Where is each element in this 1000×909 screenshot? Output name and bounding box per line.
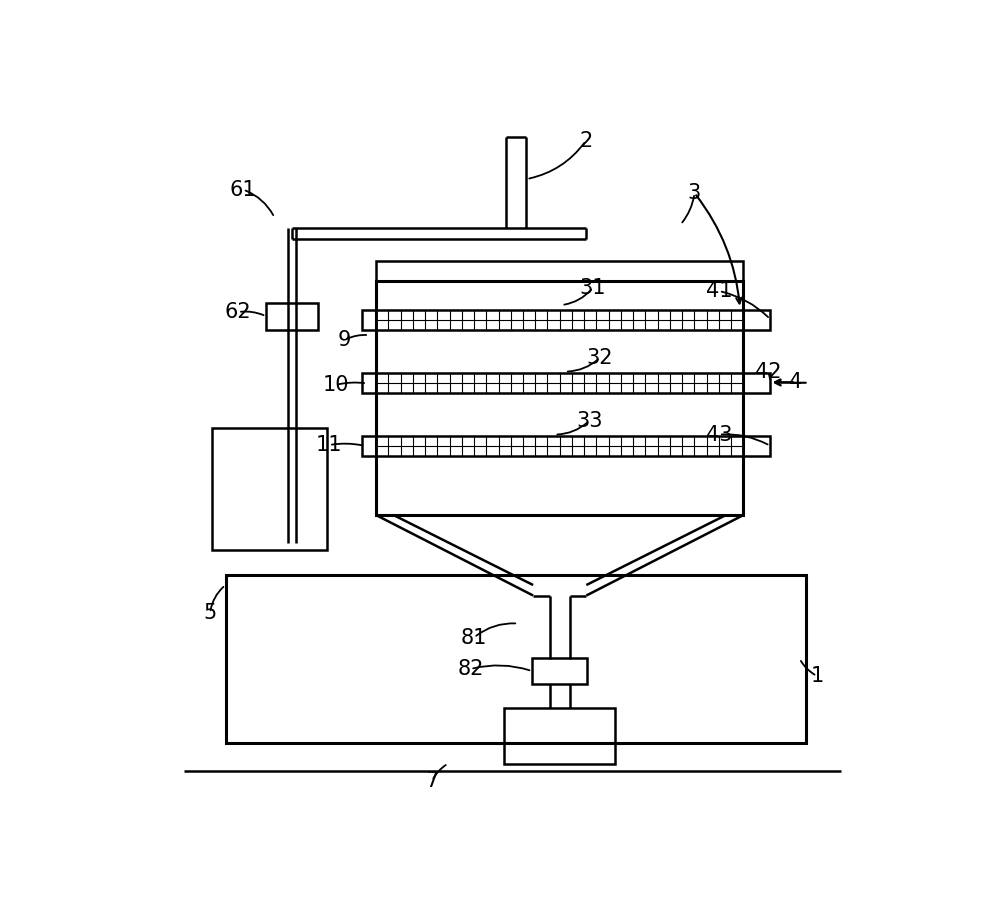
Bar [504, 707, 615, 764]
Text: 31: 31 [580, 277, 606, 297]
Text: 33: 33 [576, 411, 603, 431]
Text: 7: 7 [425, 771, 439, 791]
Text: 4: 4 [789, 372, 803, 392]
Text: 41: 41 [706, 281, 732, 301]
Bar [376, 310, 743, 330]
Text: 32: 32 [587, 347, 613, 367]
Bar [362, 310, 376, 330]
Bar [376, 281, 743, 515]
Bar [743, 310, 770, 330]
Text: 62: 62 [225, 302, 251, 322]
Text: 5: 5 [204, 603, 217, 623]
Text: 3: 3 [688, 183, 701, 203]
Text: 82: 82 [457, 659, 484, 679]
Bar [532, 658, 587, 684]
Text: 2: 2 [579, 131, 593, 151]
Text: 61: 61 [230, 180, 256, 200]
Text: 10: 10 [323, 375, 349, 395]
Bar [266, 303, 318, 330]
Bar [362, 436, 376, 455]
Bar [376, 261, 743, 281]
Text: 43: 43 [706, 425, 732, 445]
Bar [362, 373, 376, 393]
Bar [376, 436, 743, 455]
Text: 1: 1 [810, 666, 824, 686]
Bar [212, 427, 327, 550]
Text: 9: 9 [338, 330, 351, 350]
Text: 11: 11 [316, 435, 342, 455]
Bar [743, 373, 770, 393]
Bar [743, 436, 770, 455]
Bar [376, 373, 743, 393]
Text: 42: 42 [755, 362, 781, 382]
Bar [226, 574, 806, 743]
Text: 81: 81 [461, 627, 487, 647]
